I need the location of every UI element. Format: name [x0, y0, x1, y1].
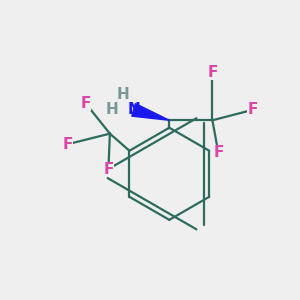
Text: F: F — [63, 136, 74, 152]
Text: H: H — [106, 102, 118, 117]
Text: N: N — [127, 102, 140, 117]
Text: F: F — [213, 146, 224, 160]
Text: H: H — [116, 87, 129, 102]
Text: F: F — [248, 102, 258, 117]
Text: F: F — [103, 162, 114, 177]
Polygon shape — [132, 103, 169, 120]
Text: F: F — [207, 65, 218, 80]
Text: F: F — [81, 96, 91, 111]
